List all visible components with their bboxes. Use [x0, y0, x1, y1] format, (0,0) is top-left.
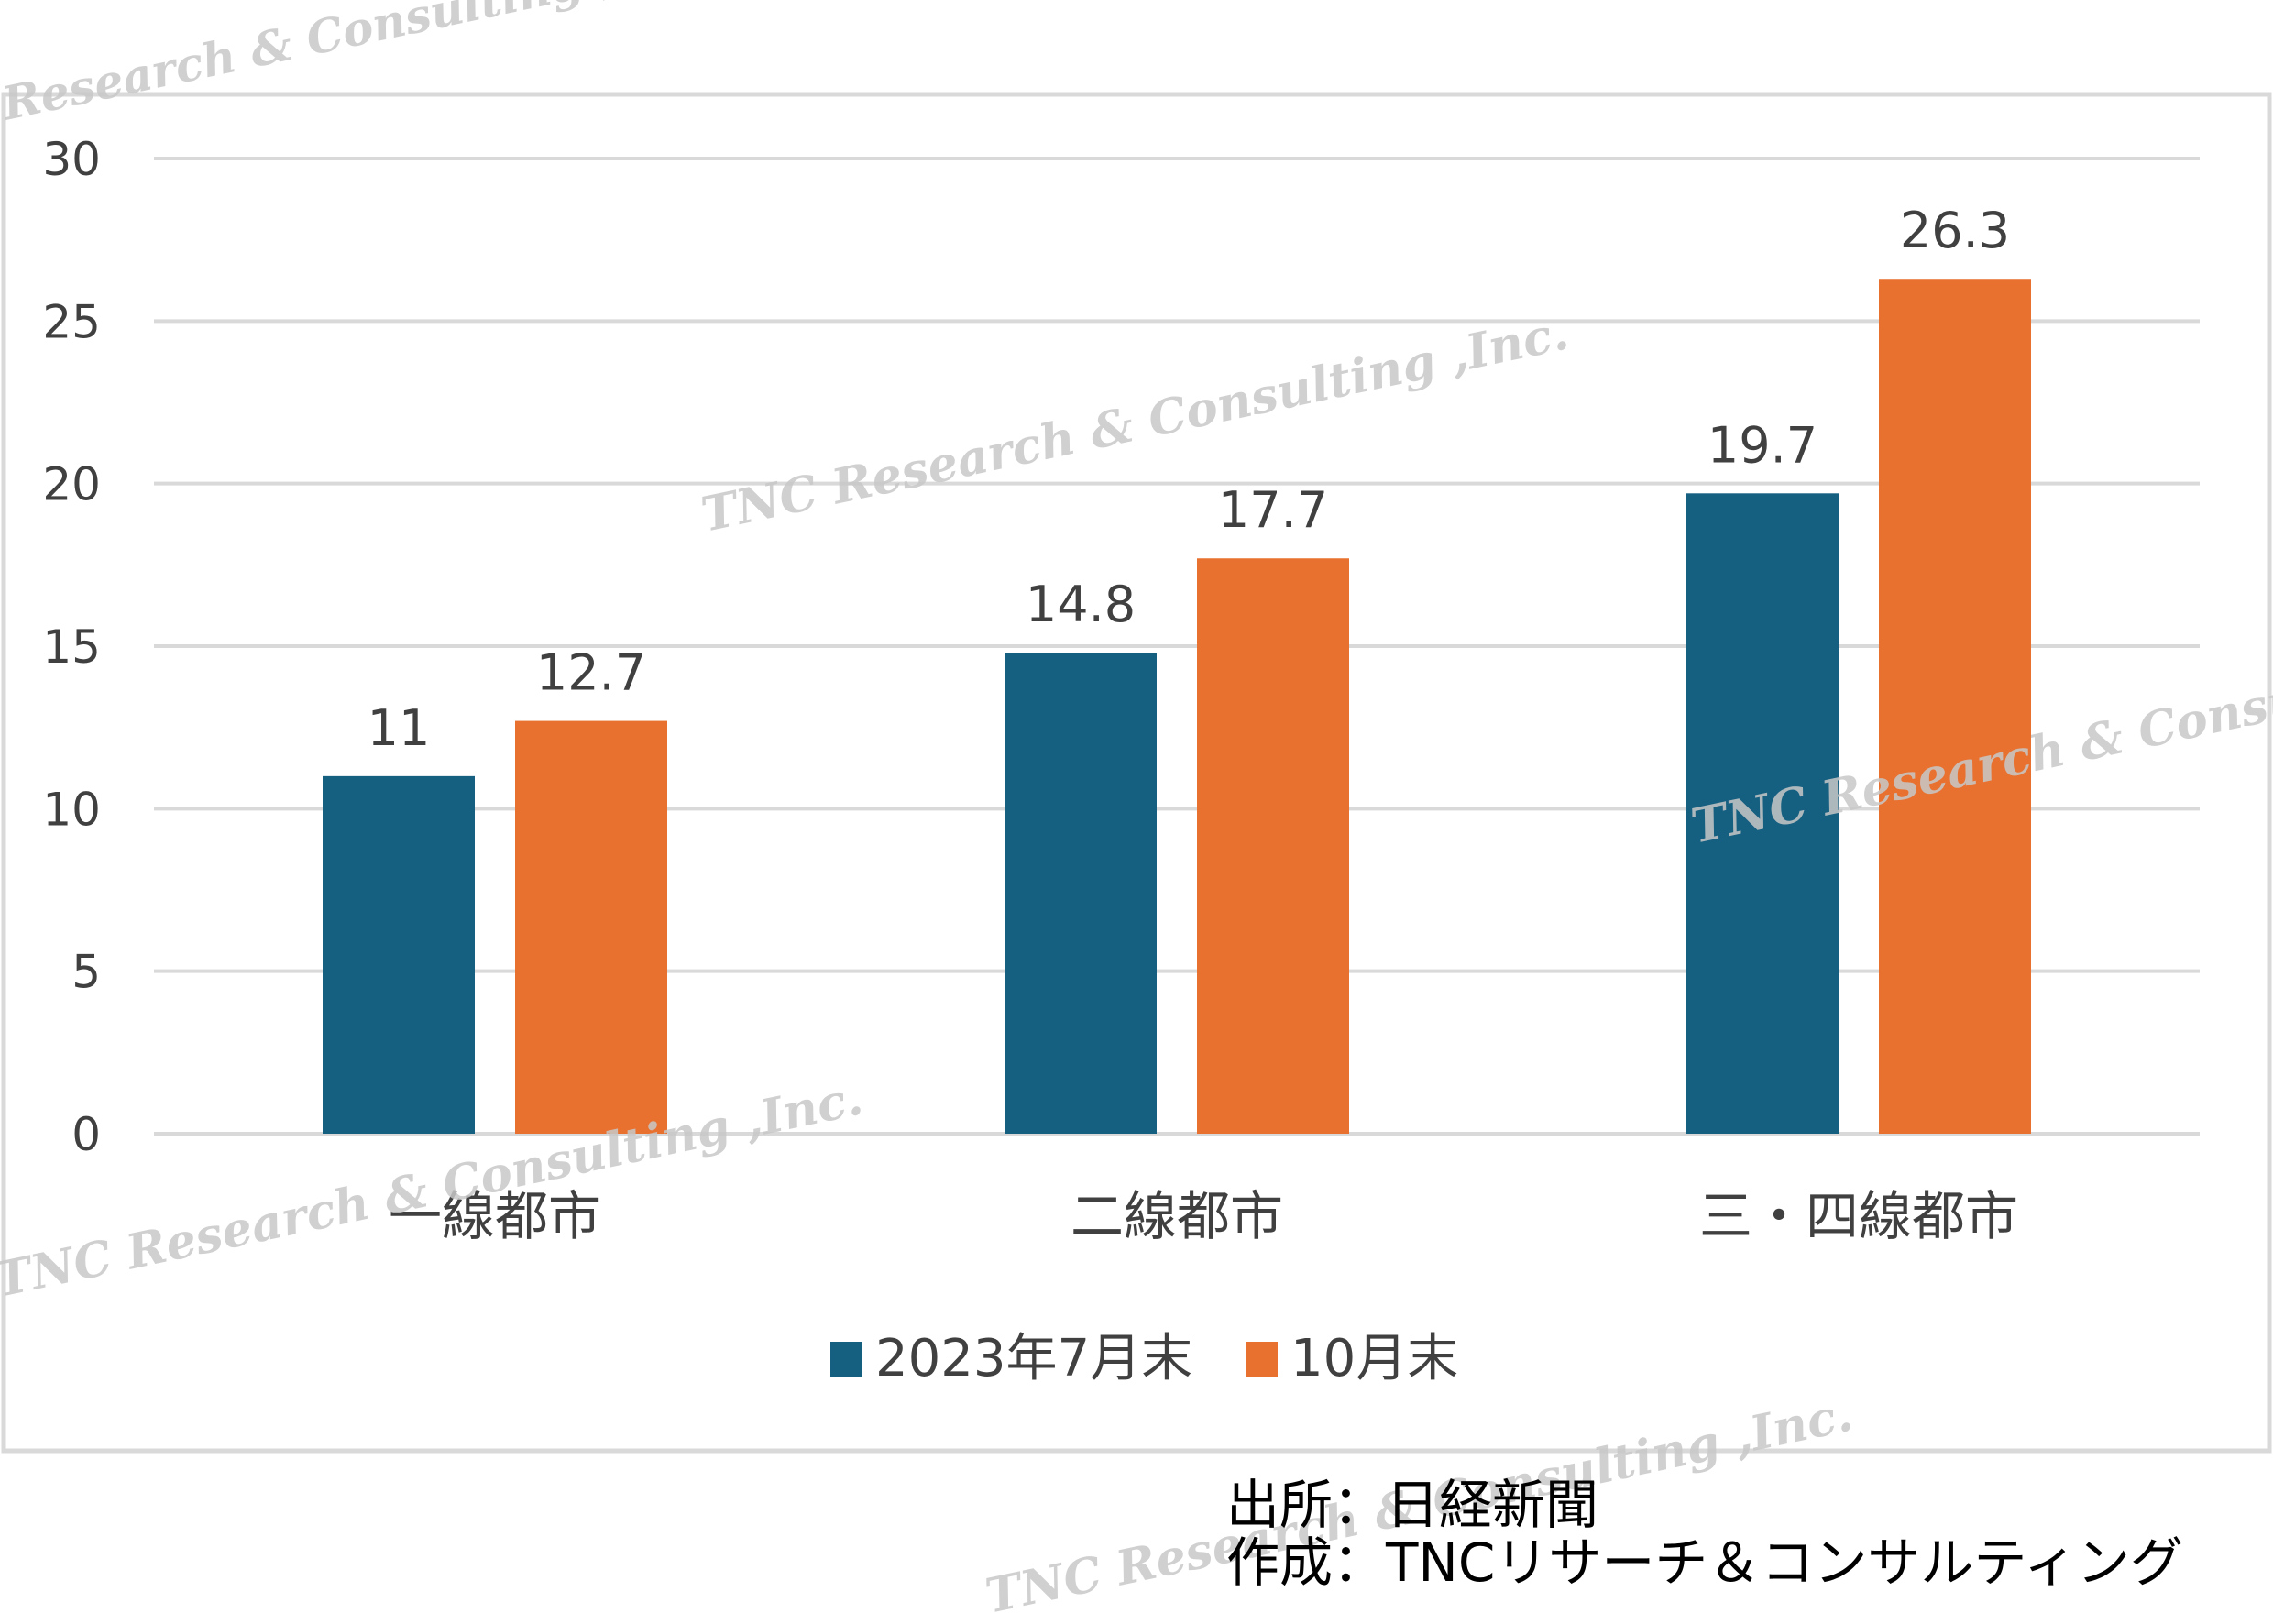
grid [154, 157, 2200, 1136]
y-tick-label: 5 [71, 946, 101, 999]
y-tick-label: 10 [42, 783, 101, 836]
bar-series-1-2 [1005, 653, 1157, 1134]
data-label: 19.7 [1707, 416, 1817, 474]
legend-swatch-series-2 [1246, 1342, 1278, 1377]
data-label: 11 [368, 699, 431, 757]
x-axis: 一線都市 二線都市 三・四線都市 [389, 1185, 2018, 1247]
legend-swatch-series-1 [830, 1342, 862, 1377]
y-axis: 0 5 10 15 20 25 30 [42, 133, 101, 1161]
bar-series-2-1 [515, 720, 667, 1134]
data-label: 12.7 [536, 644, 646, 702]
bar-series-2-3 [1879, 279, 2031, 1134]
watermark: TNC Research & Consulting ,Inc. [697, 304, 1573, 543]
source-line-2: 作成：TNCリサーチ＆コンサルティング [1226, 1531, 2183, 1594]
bar-series-2-2 [1197, 558, 1349, 1134]
y-tick-label: 30 [42, 133, 101, 186]
y-tick-label: 25 [42, 295, 101, 348]
data-labels: 11 12.7 14.8 17.7 19.7 26.3 [368, 202, 2010, 757]
category-label: 二線都市 [1071, 1185, 1283, 1247]
chart-frame [1, 92, 2272, 1454]
category-label: 三・四線都市 [1699, 1185, 2018, 1247]
data-label: 26.3 [1900, 202, 2010, 259]
legend-label-series-1: 2023年7月末 [875, 1329, 1192, 1388]
bars [323, 279, 2031, 1134]
y-tick-label: 20 [42, 458, 101, 511]
watermark: TNC Research & Consulting ,Inc. [0, 0, 715, 158]
y-tick-label: 0 [71, 1108, 101, 1161]
y-tick-label: 15 [42, 620, 101, 674]
bar-series-1-1 [323, 775, 475, 1134]
source-line-1: 出所：日経新聞 [1226, 1474, 1598, 1536]
data-label: 17.7 [1218, 481, 1328, 539]
category-label: 一線都市 [389, 1185, 601, 1247]
bar-series-1-3 [1686, 493, 1839, 1134]
legend-label-series-2: 10月末 [1290, 1329, 1458, 1388]
legend: 2023年7月末 10月末 [830, 1329, 1458, 1388]
data-label: 14.8 [1026, 576, 1136, 633]
